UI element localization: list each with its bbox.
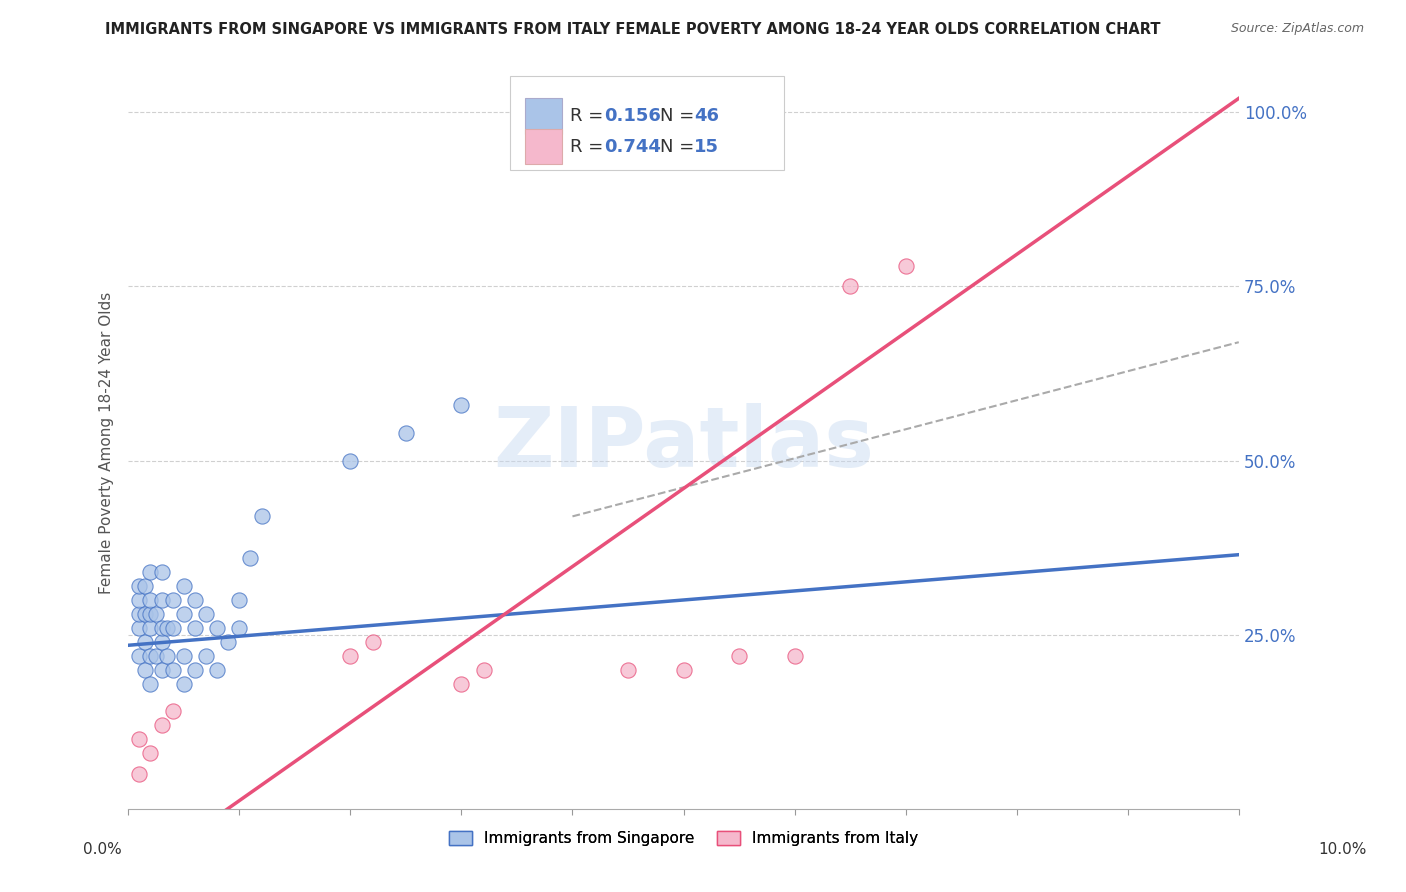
Point [139, 565, 162, 579]
Point [173, 676, 195, 690]
Point [128, 767, 150, 781]
Point [395, 425, 418, 440]
Point [184, 593, 207, 607]
Point [134, 634, 156, 648]
Point [617, 663, 640, 677]
Point [139, 607, 162, 621]
Point [173, 648, 195, 663]
Point [894, 259, 917, 273]
Point [150, 621, 173, 635]
Text: N =: N = [661, 137, 700, 155]
Point [839, 279, 862, 293]
Text: 0.156: 0.156 [605, 107, 661, 125]
Point [156, 648, 179, 663]
Point [783, 648, 806, 663]
Point [128, 579, 150, 593]
Legend: Immigrants from Singapore, Immigrants from Italy: Immigrants from Singapore, Immigrants fr… [441, 823, 927, 854]
Point [239, 551, 262, 566]
Text: N =: N = [661, 107, 700, 125]
Point [205, 621, 228, 635]
Point [128, 607, 150, 621]
Point [128, 621, 150, 635]
Point [150, 593, 173, 607]
Point [145, 607, 167, 621]
Point [250, 509, 273, 524]
Point [139, 621, 162, 635]
Point [361, 634, 384, 648]
Point [150, 663, 173, 677]
Point [139, 746, 162, 760]
Point [139, 648, 162, 663]
Y-axis label: Female Poverty Among 18-24 Year Olds: Female Poverty Among 18-24 Year Olds [100, 292, 114, 594]
Point [228, 621, 250, 635]
Point [472, 663, 495, 677]
Point [173, 607, 195, 621]
Point [228, 593, 250, 607]
Text: R =: R = [571, 137, 609, 155]
Point [134, 663, 156, 677]
Text: Source: ZipAtlas.com: Source: ZipAtlas.com [1230, 22, 1364, 36]
Text: 15: 15 [695, 137, 718, 155]
Point [162, 621, 184, 635]
Point [173, 579, 195, 593]
Point [134, 607, 156, 621]
Point [139, 593, 162, 607]
Point [184, 663, 207, 677]
Point [450, 398, 472, 412]
Text: 0.744: 0.744 [605, 137, 661, 155]
Point [217, 634, 239, 648]
Point [184, 621, 207, 635]
Point [128, 732, 150, 747]
Point [150, 718, 173, 732]
Point [162, 663, 184, 677]
Point [205, 663, 228, 677]
Point [195, 648, 218, 663]
Point [156, 621, 179, 635]
Point [195, 607, 218, 621]
Point [128, 648, 150, 663]
Point [450, 676, 472, 690]
Text: 10.0%: 10.0% [1319, 842, 1367, 856]
Point [145, 648, 167, 663]
Text: R =: R = [571, 107, 609, 125]
Text: 46: 46 [695, 107, 718, 125]
Point [150, 565, 173, 579]
Text: ZIPatlas: ZIPatlas [494, 402, 875, 483]
Point [339, 453, 361, 467]
Point [139, 676, 162, 690]
Point [339, 648, 361, 663]
Point [162, 705, 184, 719]
Point [672, 663, 695, 677]
Point [134, 579, 156, 593]
Point [128, 593, 150, 607]
Point [150, 634, 173, 648]
Text: IMMIGRANTS FROM SINGAPORE VS IMMIGRANTS FROM ITALY FEMALE POVERTY AMONG 18-24 YE: IMMIGRANTS FROM SINGAPORE VS IMMIGRANTS … [105, 22, 1160, 37]
Point [728, 648, 751, 663]
Point [162, 593, 184, 607]
Text: 0.0%: 0.0% [83, 842, 122, 856]
